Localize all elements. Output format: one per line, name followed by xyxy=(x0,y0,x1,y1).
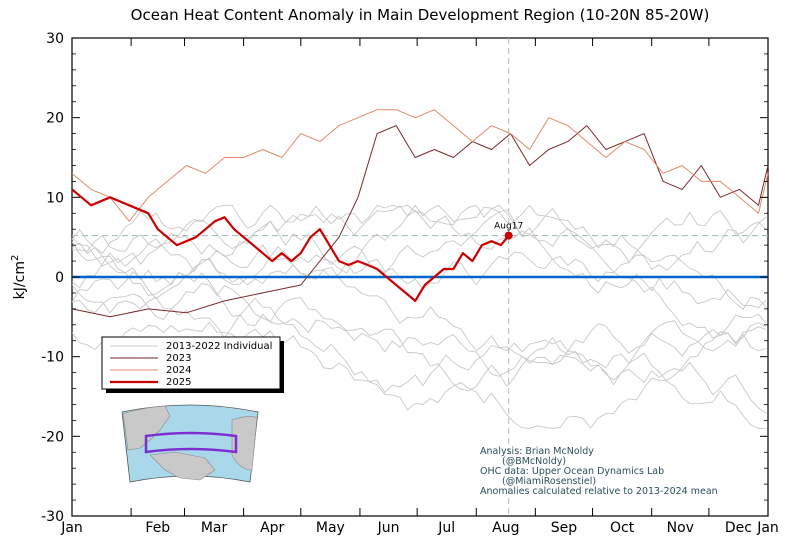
credits: Analysis: Brian McNoldy (@BMcNoldy) OHC … xyxy=(480,446,718,497)
series-line-2023 xyxy=(71,125,769,318)
credit-analysis-handle: (@BMcNoldy) xyxy=(502,456,566,467)
x-tick-label: Aug xyxy=(492,520,519,536)
individual-year-line xyxy=(71,204,767,310)
x-tick-label: Jun xyxy=(377,520,400,536)
x-tick-label: Feb xyxy=(145,520,170,536)
credit-ohc-handle: (@MiamiRosenstiel) xyxy=(502,476,596,487)
y-tick-label: -30 xyxy=(41,509,64,525)
x-tick-label: Oct xyxy=(610,520,635,536)
x-tick-label: Jan xyxy=(60,520,83,536)
x-tick-label: Jul xyxy=(437,520,455,536)
series-line-2024 xyxy=(71,109,769,222)
legend-label-2024: 2024 xyxy=(166,365,191,376)
map-land-south-america xyxy=(149,451,216,481)
region-map xyxy=(121,404,259,483)
svg-text:kJ/cm2: kJ/cm2 xyxy=(10,255,28,300)
x-tick-label: Sep xyxy=(551,520,578,536)
credit-analysis: Analysis: Brian McNoldy xyxy=(480,446,594,457)
y-tick-label: 20 xyxy=(46,111,64,127)
x-tick-label: Apr xyxy=(260,520,284,536)
y-tick-label: -20 xyxy=(41,429,64,445)
legend-label-2023: 2023 xyxy=(166,353,191,364)
individual-year-line xyxy=(71,204,767,309)
series-line-2025 xyxy=(71,188,510,302)
y-axis-label: kJ/cm2 xyxy=(10,255,28,300)
chart-title: Ocean Heat Content Anomaly in Main Devel… xyxy=(131,6,710,24)
individual-year-line xyxy=(71,204,767,339)
legend: 2013-2022 Individual 2023 2024 2025 xyxy=(101,336,284,393)
y-axis-label-text: kJ/cm xyxy=(12,261,28,299)
x-tick-label: Dec xyxy=(725,520,752,536)
x-tick-label: Mar xyxy=(201,520,228,536)
individual-year-line xyxy=(71,210,767,290)
x-tick-label: May xyxy=(316,520,345,536)
credit-anomalies: Anomalies calculated relative to 2013-20… xyxy=(480,486,718,497)
series-lines: Aug17 xyxy=(71,109,769,318)
individual-year-line xyxy=(71,283,767,429)
legend-label-individual: 2013-2022 Individual xyxy=(166,341,272,352)
grid-layer xyxy=(72,38,768,516)
marker-label: Aug17 xyxy=(494,222,523,232)
latest-value-marker xyxy=(504,231,513,240)
x-tick-label: Nov xyxy=(667,520,694,536)
map-land-africa xyxy=(231,416,258,471)
individual-year-line xyxy=(72,234,767,365)
individual-year-line xyxy=(71,321,767,414)
y-tick-label: 30 xyxy=(46,31,64,47)
x-tick-label: Jan xyxy=(756,520,779,536)
map-mdr-box xyxy=(144,431,238,454)
y-tick-label: 0 xyxy=(55,270,64,286)
y-tick-label: -10 xyxy=(41,350,64,366)
y-tick-label: 10 xyxy=(46,190,64,206)
legend-label-2025: 2025 xyxy=(166,377,191,388)
y-axis-label-sup: 2 xyxy=(10,255,21,261)
credit-ohc: OHC data: Upper Ocean Dynamics Lab xyxy=(480,466,664,477)
individual-year-line xyxy=(71,204,767,286)
